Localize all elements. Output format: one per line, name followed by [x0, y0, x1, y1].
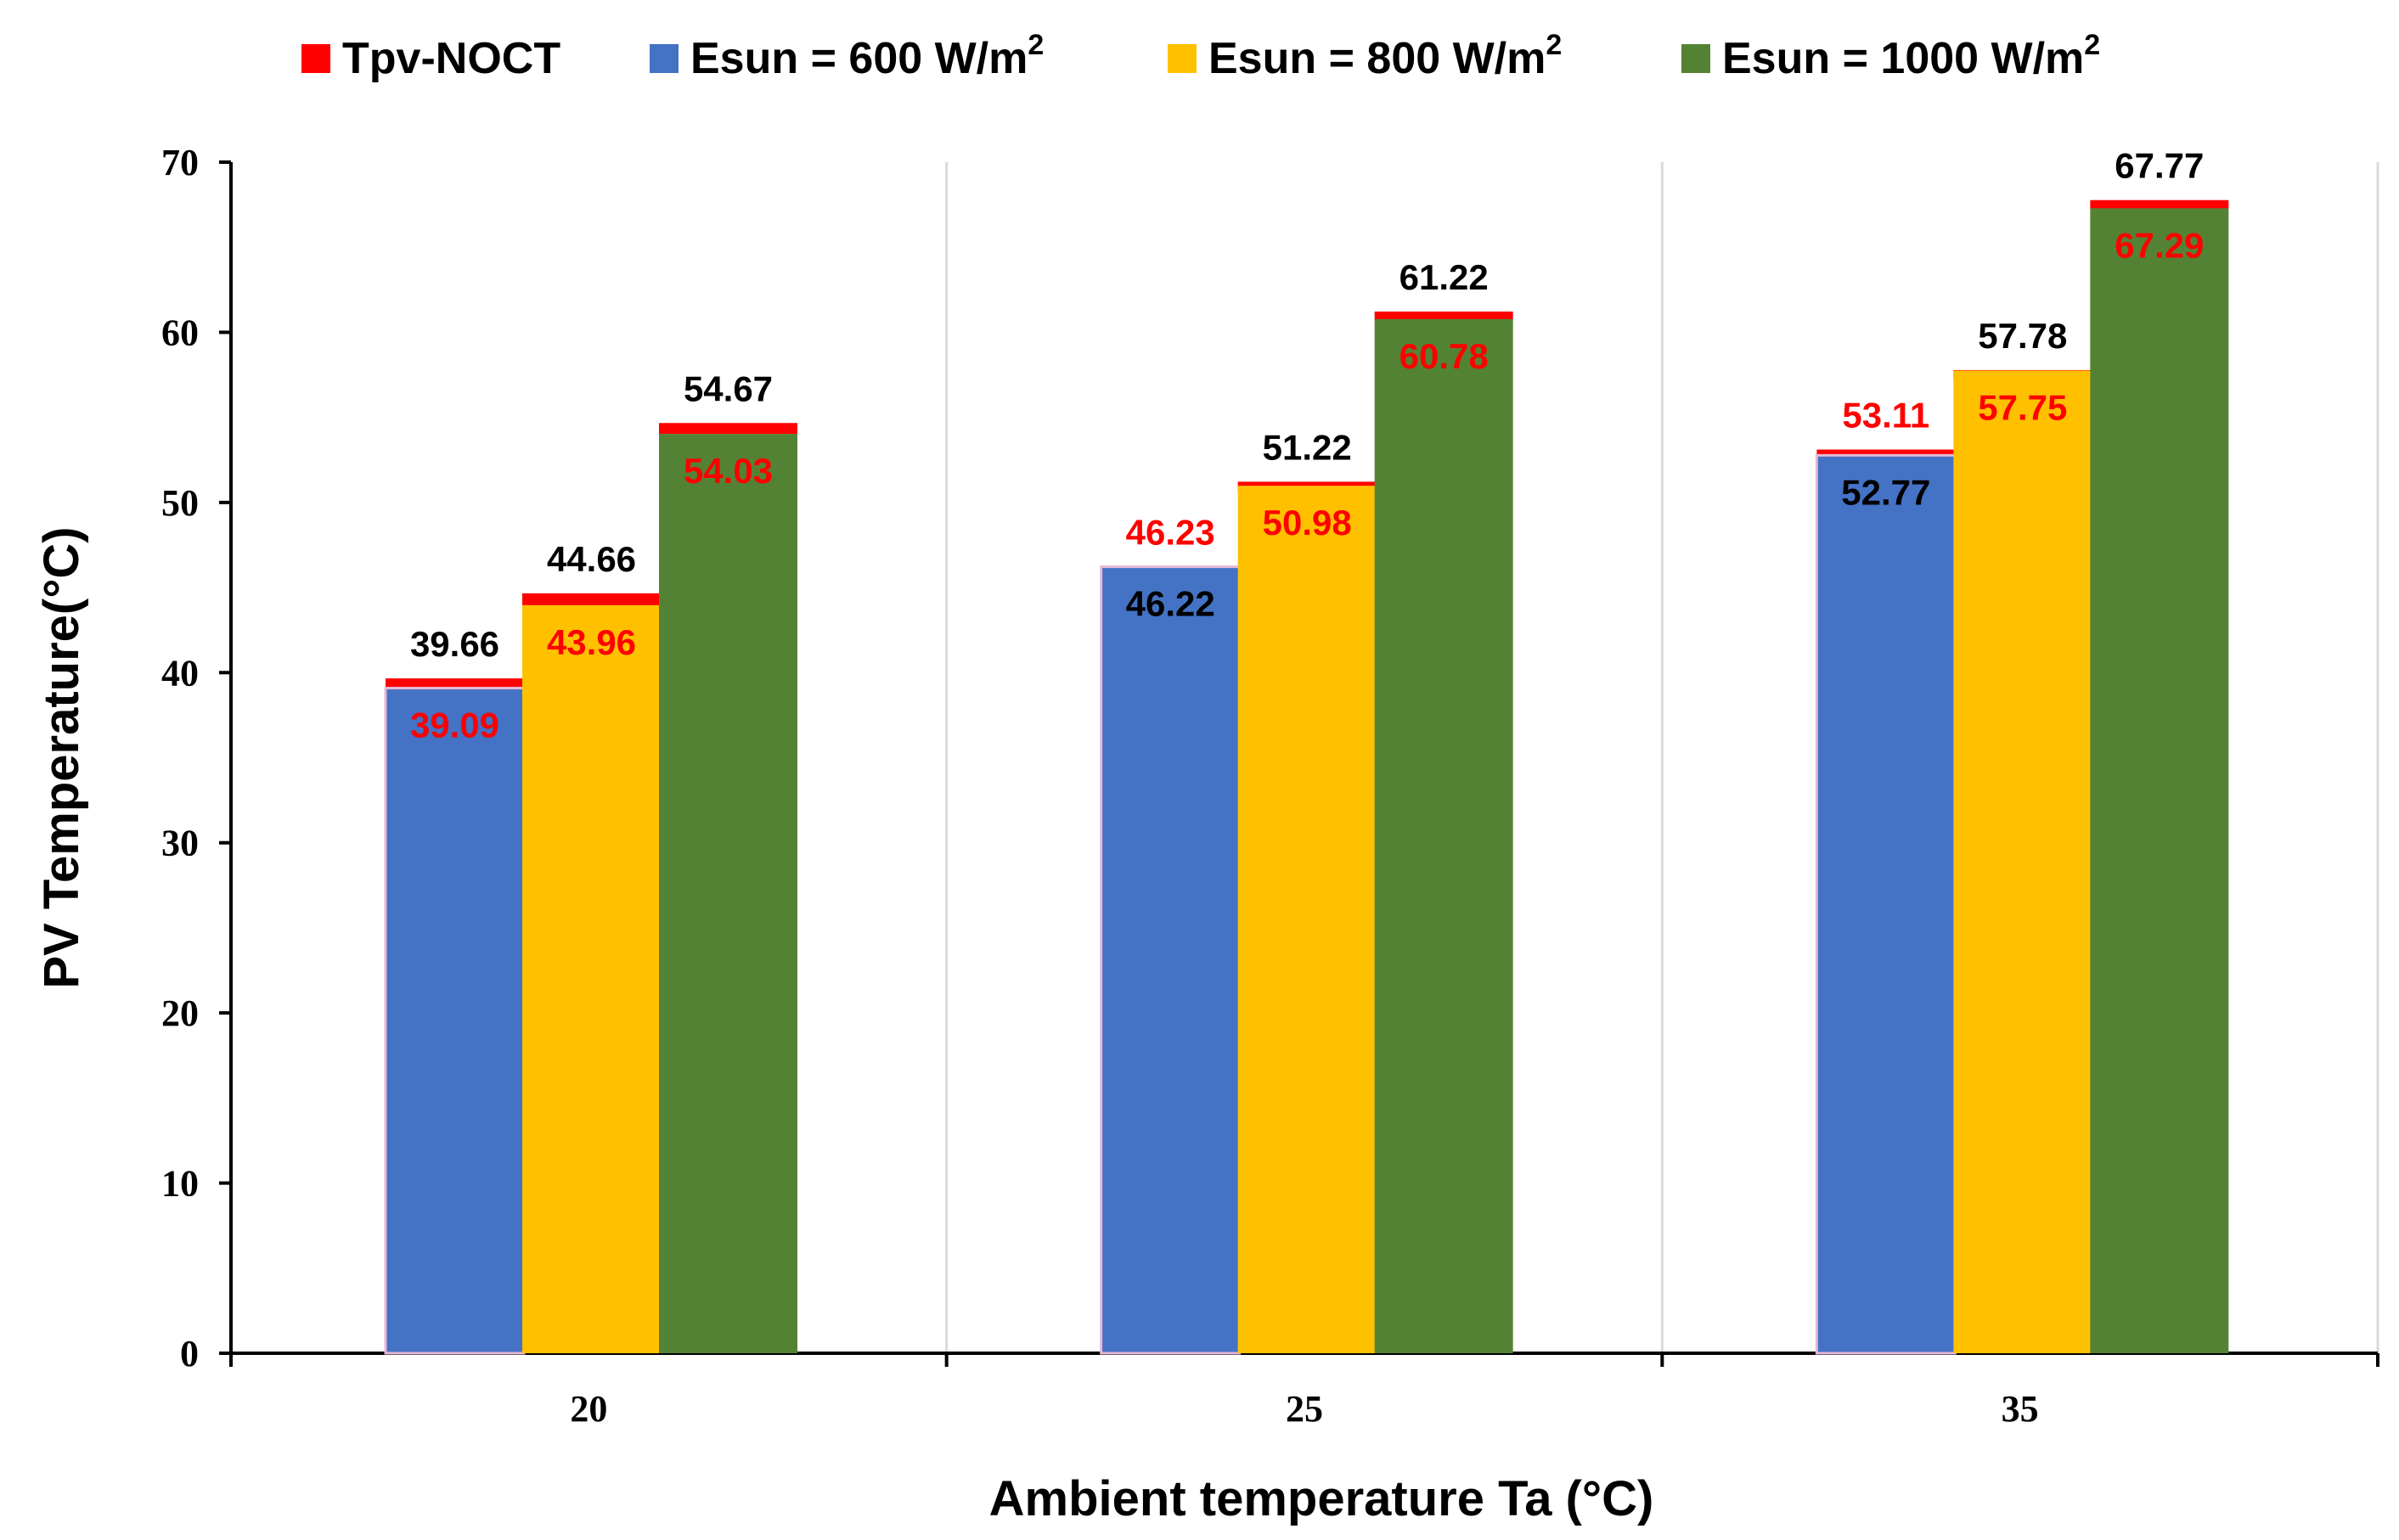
- noct-value-label: 53.11: [1842, 396, 1929, 436]
- bar-value-label: 39.09: [410, 705, 499, 745]
- x-tick-label: 35: [2002, 1388, 2039, 1430]
- noct-value-label: 51.22: [1263, 427, 1352, 467]
- bar-value-label: 50.98: [1263, 503, 1352, 542]
- y-tick-label: 10: [161, 1163, 199, 1205]
- legend-label: Esun = 1000 W/m2: [1722, 29, 2100, 83]
- bar-value-label: 57.75: [1978, 388, 2067, 428]
- legend-label-superscript: 2: [2084, 29, 2100, 61]
- x-tick-label: 25: [1286, 1388, 1323, 1430]
- bar: [522, 604, 661, 1353]
- legend-label: Esun = 800 W/m2: [1208, 29, 1562, 83]
- bar-value-label: 43.96: [547, 622, 636, 662]
- legend-label: Tpv-NOCT: [342, 34, 560, 83]
- noct-value-label: 67.77: [2115, 146, 2204, 186]
- legend-swatch: [301, 44, 330, 73]
- noct-bar-segment: [1374, 311, 1513, 321]
- bar: [1374, 318, 1513, 1353]
- legend-label-superscript: 2: [1028, 29, 1044, 61]
- y-tick-label: 70: [161, 142, 199, 183]
- bar: [384, 687, 526, 1355]
- bar: [2090, 208, 2229, 1353]
- bar-value-label: 46.22: [1126, 584, 1215, 624]
- legend-label-superscript: 2: [1546, 29, 1562, 61]
- x-tick-label: 20: [570, 1388, 607, 1430]
- noct-bar-segment: [386, 678, 524, 689]
- y-tick-label: 20: [161, 992, 199, 1034]
- bar: [659, 434, 797, 1353]
- legend-swatch: [650, 44, 679, 73]
- y-tick-label: 30: [161, 823, 199, 864]
- bar: [1100, 565, 1242, 1355]
- noct-value-label: 54.67: [684, 368, 773, 408]
- bar-value-label: 54.03: [684, 451, 773, 491]
- bar-value-label: 67.29: [2115, 225, 2204, 265]
- legend-swatch: [1681, 44, 1710, 73]
- noct-bar-segment: [2090, 200, 2229, 210]
- noct-value-label: 44.66: [547, 539, 636, 579]
- bar-value-label: 52.77: [1841, 472, 1930, 512]
- noct-bar-segment: [522, 593, 661, 605]
- y-tick-label: 40: [161, 652, 199, 694]
- bar: [1953, 370, 2092, 1353]
- bar-value-label: 60.78: [1399, 336, 1489, 376]
- x-axis-title: Ambient temperature Ta (°C): [989, 1471, 1654, 1526]
- y-tick-label: 0: [180, 1333, 199, 1374]
- noct-value-label: 57.78: [1978, 316, 2067, 356]
- noct-bar-segment: [659, 423, 797, 435]
- bar: [1815, 453, 1957, 1355]
- legend-swatch: [1168, 44, 1197, 73]
- y-tick-label: 50: [161, 482, 199, 524]
- legend-label: Esun = 600 W/m2: [690, 29, 1044, 83]
- noct-value-label: 39.66: [410, 624, 499, 664]
- y-axis-title: PV Temperature(°C): [34, 526, 89, 988]
- bar: [1237, 486, 1377, 1353]
- y-tick-label: 60: [161, 312, 199, 353]
- noct-value-label: 46.23: [1126, 512, 1215, 552]
- noct-value-label: 61.22: [1399, 257, 1489, 297]
